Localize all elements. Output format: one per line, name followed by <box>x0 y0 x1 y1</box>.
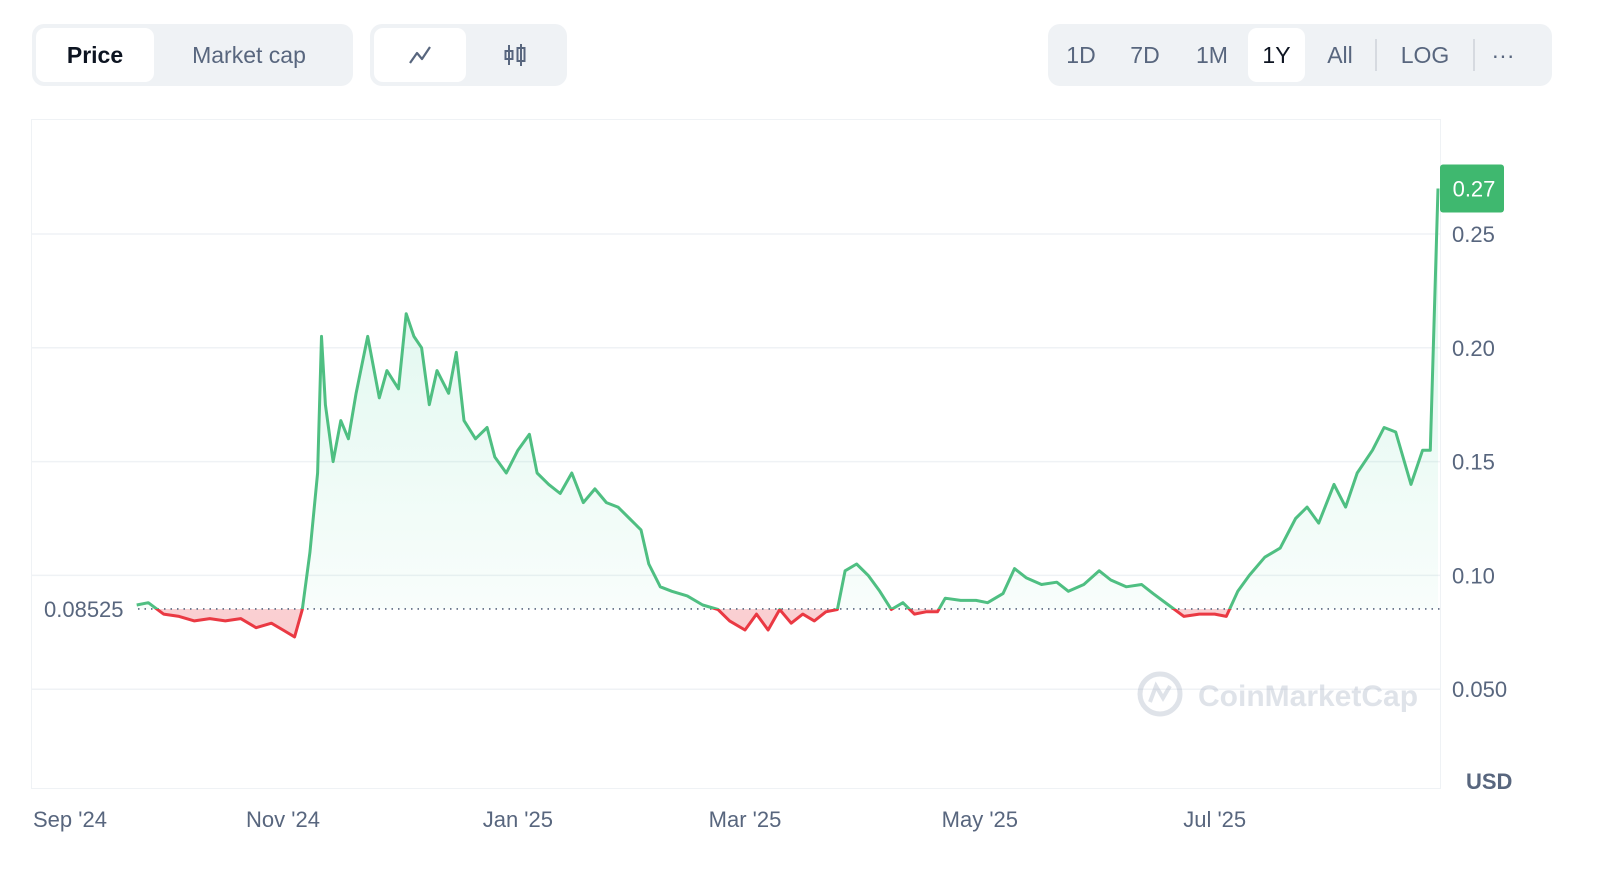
area-below-baseline <box>156 608 1230 637</box>
divider <box>1375 39 1377 71</box>
baseline-label: 0.08525 <box>44 597 124 622</box>
currency-label: USD <box>1466 769 1512 794</box>
tab-market-cap[interactable]: Market cap <box>192 41 306 68</box>
tab-price[interactable]: Price <box>36 28 154 82</box>
x-tick-label: Nov '24 <box>246 807 320 832</box>
current-price-label: 0.27 <box>1453 176 1496 201</box>
candlestick-button[interactable] <box>466 28 563 82</box>
x-tick-label: Jan '25 <box>483 807 553 832</box>
candlestick-icon <box>504 44 525 66</box>
line-chart-button[interactable] <box>374 28 466 82</box>
y-tick-label: 0.10 <box>1452 563 1495 588</box>
range-1y[interactable]: 1Y <box>1248 28 1305 82</box>
price-line-down <box>154 608 1232 639</box>
area-above-baseline <box>136 188 1438 609</box>
range-selector: 1D 7D 1M 1Y All LOG ··· <box>1048 24 1552 86</box>
price-line-up <box>136 188 1440 609</box>
y-tick-label: 0.15 <box>1452 450 1495 475</box>
price-marketcap-toggle: Price Market cap <box>32 24 353 86</box>
range-1m[interactable]: 1M <box>1196 41 1228 68</box>
range-1d[interactable]: 1D <box>1066 41 1096 68</box>
plot-frame <box>31 119 1441 789</box>
range-7d[interactable]: 7D <box>1130 41 1160 68</box>
watermark-text: CoinMarketCap <box>1198 680 1418 713</box>
divider <box>1473 39 1475 71</box>
watermark: CoinMarketCap <box>1137 671 1418 717</box>
line-chart-icon <box>409 46 431 64</box>
x-tick-label: Sep '24 <box>33 807 107 832</box>
x-tick-label: May '25 <box>942 807 1018 832</box>
y-tick-label: 0.25 <box>1452 222 1495 247</box>
y-tick-label: 0.20 <box>1452 336 1495 361</box>
x-tick-label: Mar '25 <box>709 807 782 832</box>
log-toggle[interactable]: LOG <box>1400 41 1450 68</box>
current-price-tag: 0.27 <box>1440 164 1504 213</box>
chart-type-toggle <box>370 24 567 86</box>
y-tick-label: 0.050 <box>1452 677 1507 702</box>
range-all[interactable]: All <box>1327 41 1353 68</box>
x-tick-label: Jul '25 <box>1183 807 1246 832</box>
more-options-button[interactable]: ··· <box>1491 41 1515 68</box>
